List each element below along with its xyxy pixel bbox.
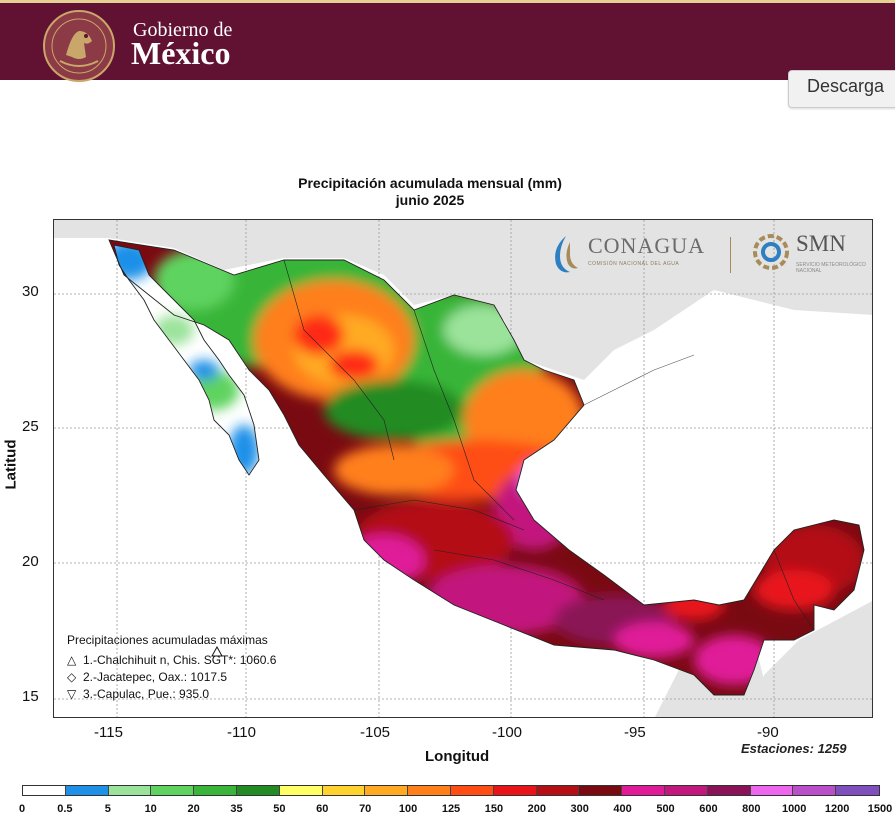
map-canvas <box>54 220 872 717</box>
color-scale-label: 500 <box>656 803 675 815</box>
x-tick-label: -105 <box>360 724 391 741</box>
maxima-title: Precipitaciones acumuladas máximas <box>67 633 268 647</box>
stations-count: Estaciones: 1259 <box>741 741 847 756</box>
maxima-row: △ 1.-Chalchihuit n, Chis. SGT*: 1060.6 <box>67 653 276 670</box>
color-scale-cell <box>322 786 366 795</box>
color-scale-cell <box>836 786 879 795</box>
color-scale-cell <box>151 786 195 795</box>
color-scale-cell <box>65 786 109 795</box>
color-scale-label: 1200 <box>824 803 850 815</box>
precipitation-map <box>53 219 873 718</box>
smn-logo-icon <box>753 234 789 270</box>
color-scale-label: 35 <box>230 803 243 815</box>
color-scale-label: 0 <box>18 803 26 815</box>
color-scale-label: 1000 <box>781 803 807 815</box>
maxima-row: ▽ 3.-Capulac, Pue.: 935.0 <box>67 687 276 704</box>
color-scale-cell <box>793 786 837 795</box>
y-tick-label: 30 <box>22 283 39 300</box>
x-tick-label: -95 <box>624 724 646 741</box>
color-scale-label: 600 <box>699 803 718 815</box>
x-axis-title: Longitud <box>425 748 490 765</box>
max-station-1-marker <box>211 645 223 657</box>
color-scale-cell <box>450 786 494 795</box>
color-scale-label: 100 <box>398 803 418 815</box>
color-scale-cell <box>622 786 665 795</box>
color-scale-label: 125 <box>441 803 461 815</box>
y-tick-label: 20 <box>22 553 39 570</box>
maxima-row: ◇ 2.-Jacatepec, Oax.: 1017.5 <box>67 670 276 687</box>
color-scale-cell <box>707 786 751 795</box>
mexico-coat-of-arms-seal <box>43 10 115 82</box>
y-tick-label: 25 <box>22 418 39 435</box>
color-scale-label: 800 <box>742 803 761 815</box>
color-scale-cell <box>408 786 451 795</box>
color-scale-label: 50 <box>273 803 286 815</box>
color-scale-cell <box>23 786 66 795</box>
color-scale-label: 10 <box>144 803 157 815</box>
color-scale-cell <box>279 786 323 795</box>
conagua-logo-subtext: COMISIÓN NACIONAL DEL AGUA <box>588 261 680 267</box>
color-scale-bar <box>22 785 880 796</box>
color-scale-label: 20 <box>187 803 200 815</box>
x-tick-label: -100 <box>492 724 523 741</box>
color-scale-cell <box>536 786 580 795</box>
color-scale-label: 1500 <box>867 803 893 815</box>
gov-title-line1: Gobierno de <box>133 19 233 41</box>
conagua-logo-text: CONAGUA <box>588 233 705 258</box>
maxima-legend: Precipitaciones acumuladas máximas △ 1.-C… <box>67 633 276 704</box>
maxima-text: 2.-Jacatepec, Oax.: 1017.5 <box>83 670 228 684</box>
map-title-line1: Precipitación acumulada mensual (mm) <box>298 175 562 191</box>
gov-title-line2: México <box>131 35 231 71</box>
x-tick-label: -110 <box>227 724 256 741</box>
maxima-text: 3.-Capulac, Pue.: 935.0 <box>83 687 210 701</box>
color-scale-cell <box>664 786 708 795</box>
logo-separator <box>730 237 731 273</box>
y-tick-label: 15 <box>22 688 39 705</box>
triangle-down-icon: ▽ <box>67 687 77 701</box>
smn-logo-subtext: SERVICIO METEOROLÓGICO NACIONAL <box>796 262 866 274</box>
diamond-icon: ◇ <box>67 670 77 684</box>
color-scale-label: 60 <box>316 803 329 815</box>
x-tick-label: -115 <box>94 724 123 741</box>
color-scale-cell <box>194 786 237 795</box>
maxima-text: 1.-Chalchihuit n, Chis. SGT*: 1060.6 <box>83 653 277 667</box>
conagua-logo-icon <box>555 236 578 273</box>
color-scale-label: 200 <box>527 803 546 815</box>
color-scale-label: 5 <box>104 803 111 815</box>
map-title: Precipitación acumulada mensual (mm) jun… <box>230 175 630 209</box>
x-tick-label: -90 <box>757 724 779 741</box>
map-title-line2: junio 2025 <box>395 192 465 208</box>
gov-header-bar: Gobierno de México <box>0 0 895 82</box>
color-scale-cell <box>365 786 409 795</box>
color-scale-label: 400 <box>613 803 632 815</box>
color-scale-label: 0.5 <box>57 803 73 815</box>
color-scale-label: 70 <box>359 803 372 815</box>
color-scale-cell <box>108 786 152 795</box>
color-scale-cell <box>493 786 537 795</box>
download-button[interactable]: Descarga <box>788 70 895 108</box>
triangle-up-icon: △ <box>67 653 77 667</box>
smn-logo-text: SMN <box>796 231 846 256</box>
color-scale-cell <box>579 786 623 795</box>
color-scale-cell <box>236 786 280 795</box>
y-axis-title: Latitud <box>2 439 20 490</box>
color-scale-cell <box>750 786 794 795</box>
color-scale-label: 150 <box>484 803 504 815</box>
color-scale-label: 300 <box>570 803 589 815</box>
